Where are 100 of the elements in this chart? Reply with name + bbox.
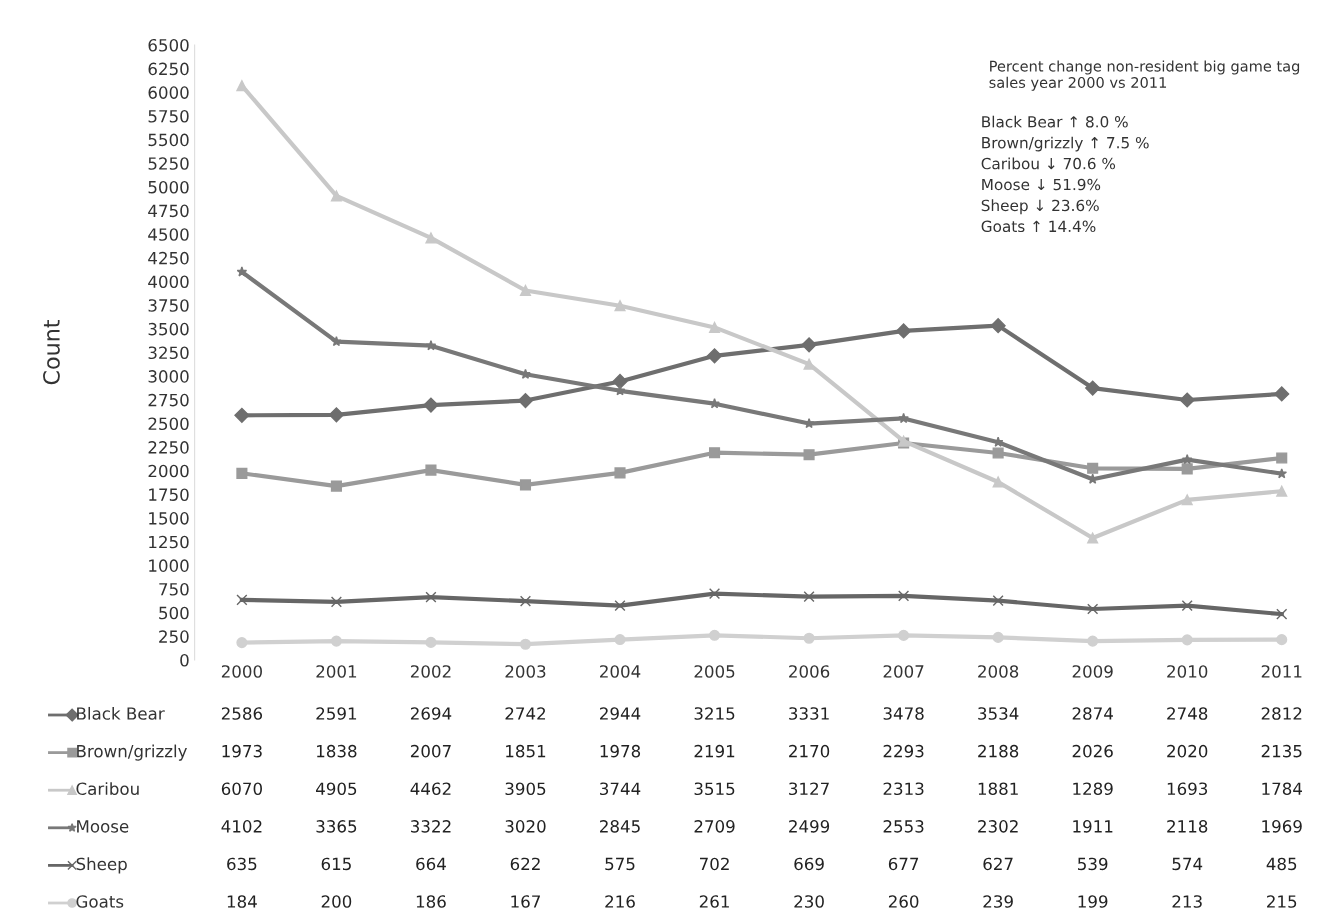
point	[706, 348, 723, 364]
point	[896, 323, 912, 339]
y-tick-label: 750	[159, 583, 189, 596]
y-tick-label: 3000	[148, 370, 189, 383]
annotation: Brown/grizzly ↑ 7.5 %	[982, 136, 1149, 152]
data-label: 3905	[505, 782, 546, 796]
data-label: 3322	[411, 820, 451, 833]
data-label: 622	[510, 857, 540, 871]
data-label: 2748	[1167, 707, 1208, 720]
y-tick-label: 4500	[148, 228, 189, 241]
point	[234, 407, 250, 423]
data-label: 2170	[789, 744, 830, 758]
data-label: 1978	[600, 744, 641, 758]
point	[1181, 634, 1193, 646]
data-label: 239	[983, 895, 1013, 908]
data-label: 216	[605, 895, 635, 908]
point	[1181, 494, 1193, 506]
legend-label: Moose	[77, 820, 129, 833]
data-label: 1973	[222, 744, 262, 758]
data-label: 2135	[1261, 744, 1302, 758]
point	[519, 638, 532, 650]
y-tick-label: 2000	[148, 464, 189, 478]
data-label: 4102	[221, 820, 262, 833]
data-label: 3020	[505, 820, 546, 833]
y-tick-label: 250	[159, 630, 189, 643]
data-label: 2026	[1072, 744, 1113, 758]
data-label: 669	[794, 857, 824, 871]
data-label: 1969	[1262, 820, 1302, 833]
data-label: 2118	[1167, 820, 1208, 833]
legend-label: Black Bear	[77, 706, 165, 720]
point	[236, 467, 248, 479]
point	[614, 600, 626, 612]
point	[898, 412, 909, 424]
data-label: 1693	[1167, 782, 1208, 796]
x-tick-label: 2011	[1261, 665, 1302, 678]
data-label: 2313	[883, 782, 924, 796]
y-tick-label: 6000	[148, 86, 189, 99]
point	[425, 464, 437, 476]
data-label: 2944	[600, 707, 641, 720]
point	[236, 637, 248, 649]
point	[330, 480, 342, 492]
data-label: 3331	[789, 707, 829, 720]
x-tick-label: 2003	[505, 665, 546, 678]
point	[898, 590, 910, 602]
point	[236, 594, 248, 606]
data-label: 2586	[221, 707, 263, 720]
point	[1087, 532, 1099, 544]
point	[425, 340, 437, 351]
annotation: Moose ↓ 51.9%	[982, 178, 1101, 191]
point	[519, 595, 532, 607]
point	[1274, 386, 1290, 402]
point	[803, 632, 815, 644]
data-label: 215	[1267, 895, 1297, 908]
data-label: 3744	[600, 782, 641, 796]
point	[612, 373, 628, 390]
data-label: 1784	[1262, 782, 1303, 796]
data-label: 2591	[316, 707, 357, 720]
point	[330, 596, 342, 608]
y-tick-label: 4000	[148, 275, 189, 289]
point	[331, 336, 342, 347]
point	[1087, 635, 1099, 647]
point	[992, 447, 1004, 459]
point	[1179, 392, 1195, 408]
y-tick-label: 1500	[149, 512, 189, 525]
point	[1087, 603, 1099, 615]
data-label: 1881	[978, 782, 1018, 796]
y-tick-label: 500	[159, 606, 189, 620]
x-tick-label: 2006	[789, 665, 830, 678]
legend-label: Brown/grizzly	[77, 744, 187, 761]
data-label: 2020	[1167, 744, 1208, 758]
point	[614, 634, 626, 646]
data-label: 702	[700, 857, 729, 871]
y-tick-label: 5000	[148, 180, 189, 194]
y-tick-label: 2500	[148, 417, 189, 431]
point	[519, 479, 532, 491]
point	[801, 337, 817, 353]
data-label: 184	[227, 895, 257, 908]
data-label: 635	[227, 857, 257, 871]
point	[425, 232, 437, 244]
y-tick-label: 3250	[148, 346, 189, 360]
data-label: 485	[1266, 857, 1297, 871]
point	[1181, 463, 1193, 475]
data-label: 2845	[600, 820, 640, 833]
y-tick-label: 1750	[149, 488, 189, 501]
point	[1181, 600, 1193, 612]
x-tick-label: 2009	[1072, 665, 1113, 678]
data-label: 3127	[789, 782, 829, 796]
y-tick-label: 4750	[148, 204, 189, 218]
point	[1085, 380, 1101, 396]
point	[425, 591, 437, 603]
data-label: 574	[1172, 857, 1203, 871]
x-tick-label: 2001	[316, 665, 357, 678]
data-label: 1851	[506, 744, 546, 758]
annotation: Sheep ↓ 23.6%	[981, 199, 1099, 215]
y-tick-label: 3500	[148, 322, 189, 336]
data-label: 2188	[978, 744, 1019, 758]
data-label: 2742	[505, 707, 546, 720]
data-label: 539	[1078, 857, 1108, 871]
data-label: 575	[605, 857, 635, 871]
point	[708, 629, 721, 641]
